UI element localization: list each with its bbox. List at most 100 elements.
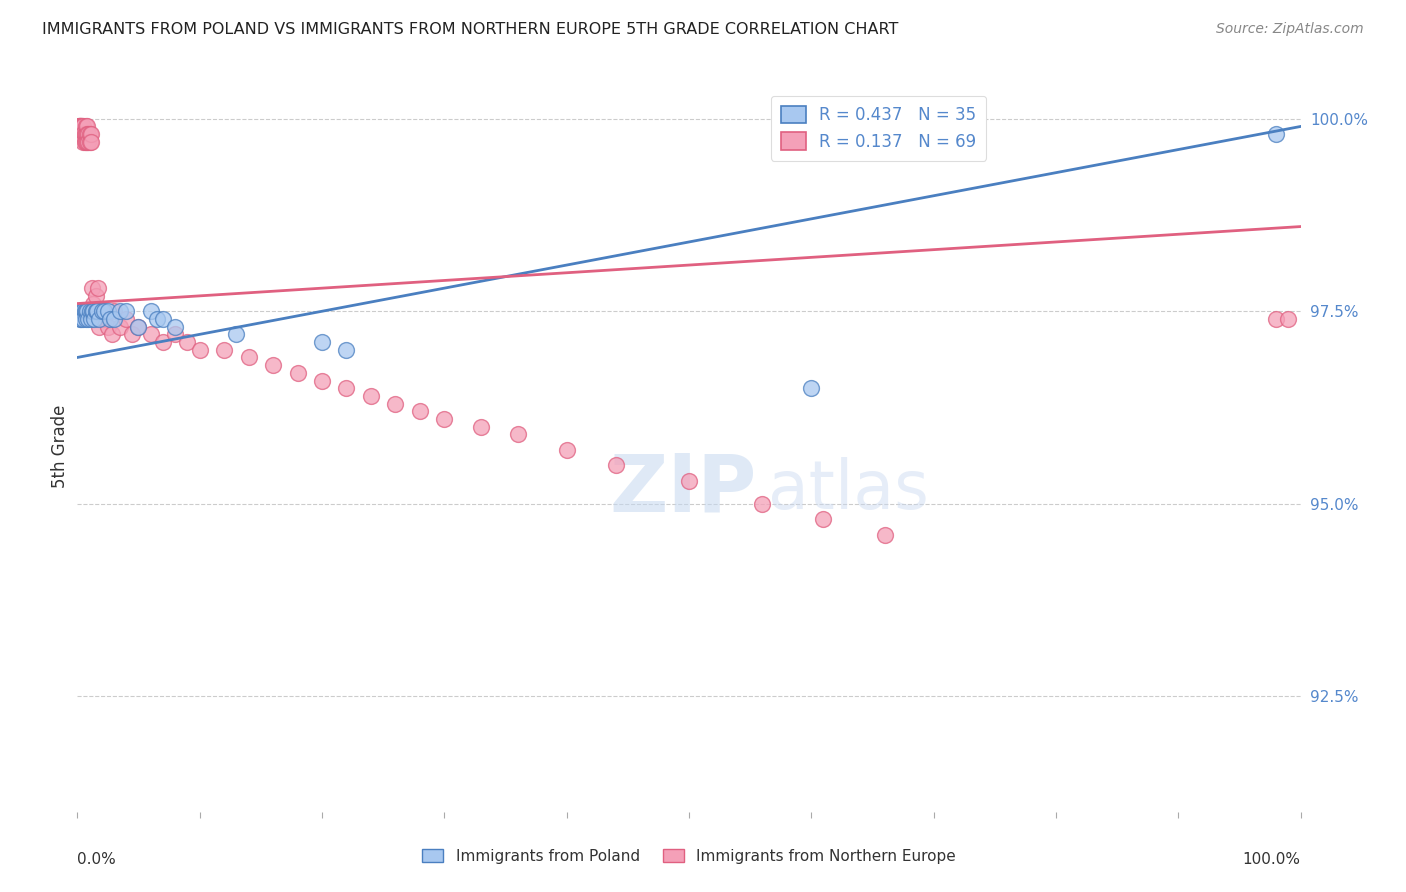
Point: [93, 304, 115, 318]
Point: [70, 120, 93, 134]
Point: [77, 135, 100, 149]
Point: [72, 312, 94, 326]
Point: [76, 135, 98, 149]
Point: [287, 366, 309, 380]
Point: [409, 404, 432, 418]
Point: [506, 427, 529, 442]
Point: [82, 296, 104, 310]
Point: [89, 312, 111, 326]
Point: [72, 127, 94, 141]
Point: [152, 334, 174, 349]
Point: [152, 312, 174, 326]
Point: [69, 120, 91, 134]
Point: [70, 127, 93, 141]
Point: [70, 304, 93, 318]
Point: [72, 120, 94, 134]
Point: [69, 120, 91, 134]
Point: [79, 127, 101, 141]
Point: [79, 135, 101, 149]
Text: 100.0%: 100.0%: [1243, 852, 1301, 867]
Point: [165, 327, 187, 342]
Point: [678, 474, 700, 488]
Point: [103, 304, 125, 318]
Point: [80, 312, 103, 326]
Point: [139, 327, 162, 342]
Point: [75, 135, 97, 149]
Point: [79, 304, 101, 318]
Point: [83, 312, 105, 326]
Point: [335, 343, 357, 357]
Point: [1277, 312, 1299, 326]
Point: [813, 512, 835, 526]
Point: [84, 304, 107, 318]
Point: [70, 312, 93, 326]
Point: [433, 412, 456, 426]
Point: [121, 327, 143, 342]
Point: [176, 334, 198, 349]
Point: [73, 127, 96, 141]
Point: [80, 135, 103, 149]
Point: [93, 312, 115, 326]
Point: [67, 120, 90, 134]
Point: [80, 281, 103, 295]
Point: [80, 127, 103, 141]
Point: [69, 127, 91, 141]
Point: [873, 527, 896, 541]
Point: [86, 304, 108, 318]
Text: atlas: atlas: [769, 457, 929, 523]
Text: 0.0%: 0.0%: [77, 852, 117, 867]
Point: [165, 319, 187, 334]
Point: [311, 374, 333, 388]
Point: [360, 389, 382, 403]
Point: [87, 281, 110, 295]
Text: IMMIGRANTS FROM POLAND VS IMMIGRANTS FROM NORTHERN EUROPE 5TH GRADE CORRELATION : IMMIGRANTS FROM POLAND VS IMMIGRANTS FRO…: [42, 22, 898, 37]
Point: [751, 497, 773, 511]
Point: [86, 312, 108, 326]
Point: [238, 351, 260, 365]
Point: [75, 127, 97, 141]
Point: [72, 135, 94, 149]
Point: [800, 381, 823, 395]
Point: [70, 120, 93, 134]
Point: [72, 304, 94, 318]
Point: [89, 319, 111, 334]
Point: [1265, 127, 1288, 141]
Point: [470, 419, 492, 434]
Point: [73, 135, 96, 149]
Point: [82, 304, 104, 318]
Point: [97, 304, 120, 318]
Point: [75, 120, 97, 134]
Point: [75, 304, 97, 318]
Point: [76, 304, 98, 318]
Point: [80, 304, 103, 318]
Point: [77, 127, 100, 141]
Point: [1265, 312, 1288, 326]
Point: [128, 319, 150, 334]
Point: [212, 343, 235, 357]
Point: [98, 312, 121, 326]
Point: [384, 397, 406, 411]
Point: [76, 127, 98, 141]
Point: [146, 312, 169, 326]
Legend: Immigrants from Poland, Immigrants from Northern Europe: Immigrants from Poland, Immigrants from …: [416, 843, 962, 870]
Point: [128, 319, 150, 334]
Point: [605, 458, 627, 473]
Point: [73, 304, 96, 318]
Point: [108, 304, 131, 318]
Point: [555, 442, 578, 457]
Point: [115, 304, 138, 318]
Point: [70, 120, 93, 134]
Point: [225, 327, 247, 342]
Point: [69, 312, 91, 326]
Point: [90, 304, 112, 318]
Point: [311, 334, 333, 349]
Point: [76, 120, 98, 134]
Point: [97, 319, 120, 334]
Point: [103, 312, 125, 326]
Point: [100, 327, 122, 342]
Point: [70, 127, 93, 141]
Point: [77, 312, 100, 326]
Point: [83, 304, 105, 318]
Point: [262, 358, 284, 372]
Point: [67, 120, 90, 134]
